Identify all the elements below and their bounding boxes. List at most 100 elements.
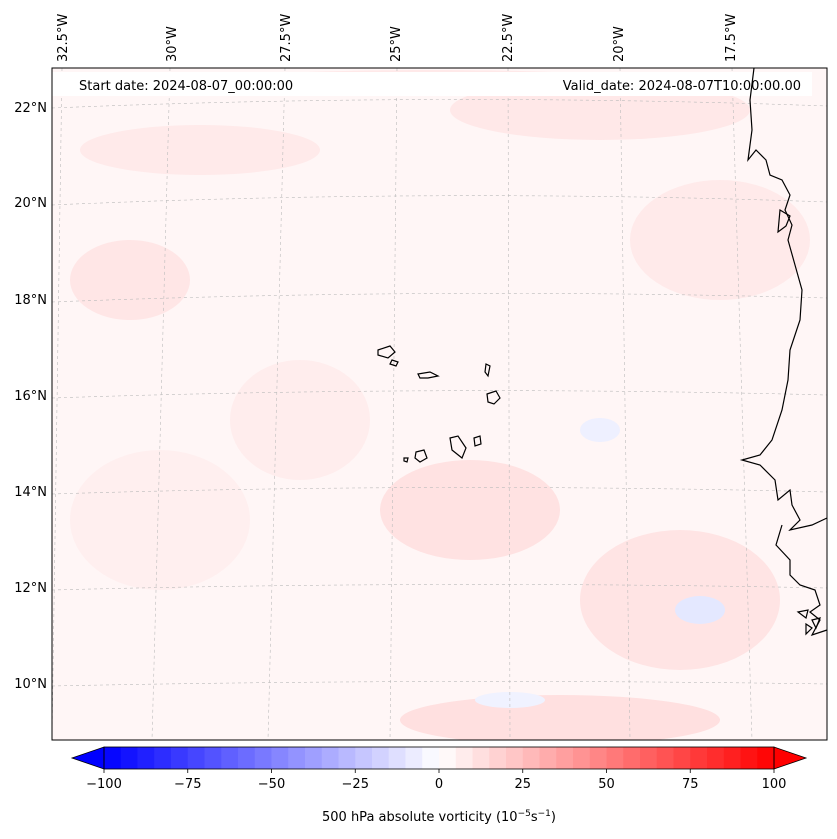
colorbar-tick-label: −75 <box>174 777 201 792</box>
colorbar-cell <box>506 747 524 769</box>
colorbar-title-end: ) <box>551 810 556 825</box>
colorbar-title-main: 500 hPa absolute vorticity (10 <box>322 810 518 825</box>
colorbar-cell <box>422 747 440 769</box>
island-santiago <box>449 435 467 459</box>
colorbar-tick-label: 0 <box>435 777 443 792</box>
colorbar-cell <box>355 747 373 769</box>
colorbar-cell <box>757 747 775 769</box>
lat-label: 18°N <box>14 293 47 308</box>
lon-label: 25°W <box>389 26 404 62</box>
colorbar-cell <box>439 747 457 769</box>
colorbar-cell <box>740 747 758 769</box>
vorticity-patch <box>400 695 720 740</box>
lon-label: 20°W <box>612 26 627 62</box>
colorbar-cell <box>556 747 574 769</box>
colorbar-cell <box>455 747 473 769</box>
vorticity-patch <box>630 180 810 300</box>
island-santo-antao <box>377 345 396 359</box>
graticule <box>52 68 827 740</box>
colorbar-cell <box>338 747 356 769</box>
colorbar-cell <box>238 747 256 769</box>
colorbar-tick-label: 75 <box>682 777 699 792</box>
colorbar-cell <box>171 747 189 769</box>
lon-label: 32.5°W <box>56 14 71 62</box>
lat-label: 10°N <box>14 677 47 692</box>
island-brava <box>403 457 409 463</box>
island-fogo <box>414 449 428 463</box>
lat-label: 12°N <box>14 581 47 596</box>
colorbar-title-exp1: −5 <box>518 809 531 819</box>
coastline <box>739 67 828 637</box>
colorbar-cell <box>221 747 239 769</box>
lon-label: 30°W <box>165 26 180 62</box>
vorticity-patch <box>675 596 725 624</box>
vorticity-patch <box>70 240 190 320</box>
map-frame <box>51 67 828 741</box>
colorbar-cell <box>640 747 658 769</box>
lat-label: 20°N <box>14 196 47 211</box>
colorbar-cell <box>104 747 122 769</box>
colorbar-title-mid: s <box>531 810 538 825</box>
colorbar-cell <box>489 747 507 769</box>
colorbar-high-extend <box>773 746 808 770</box>
colorbar-cell <box>606 747 624 769</box>
vorticity-patch <box>380 460 560 560</box>
colorbar-cell <box>707 747 725 769</box>
colorbar-tick-label: 50 <box>598 777 615 792</box>
colorbar-ticks: −100 −75 −50 −25 0 25 50 75 100 <box>86 769 786 792</box>
start-date: Start date: 2024-08-07_00:00:00 <box>79 79 293 94</box>
colorbar-cell <box>305 747 323 769</box>
colorbar-cell <box>656 747 674 769</box>
colorbar-cell <box>405 747 423 769</box>
island-boa-vista <box>486 390 501 405</box>
colorbar-tick-label: −25 <box>342 777 369 792</box>
lon-label: 17.5°W <box>724 14 739 62</box>
colorbar-cells <box>104 747 775 769</box>
lat-label: 22°N <box>14 101 47 116</box>
valid-date: Valid_date: 2024-08-07T10:00:00.00 <box>563 79 801 94</box>
colorbar-cell <box>472 747 490 769</box>
colorbar-cell <box>573 747 591 769</box>
colorbar-cell <box>539 747 557 769</box>
colorbar-cell <box>673 747 691 769</box>
island-sao-vicente <box>389 359 399 367</box>
colorbar-cell <box>690 747 708 769</box>
colorbar-tick-label: −100 <box>86 777 122 792</box>
vorticity-patch <box>70 450 250 590</box>
colorbar-cell <box>623 747 641 769</box>
colorbar-cell <box>154 747 172 769</box>
lat-label: 16°N <box>14 389 47 404</box>
colorbar-cell <box>271 747 289 769</box>
vorticity-patch <box>230 360 370 480</box>
lon-label: 22.5°W <box>501 14 516 62</box>
africa-coast <box>739 67 828 532</box>
island-sao-nicolau <box>417 371 440 379</box>
colorbar-cell <box>187 747 205 769</box>
island-maio <box>473 435 482 447</box>
colorbar-title-exp2: −1 <box>538 809 551 819</box>
colorbar: −100 −75 −50 −25 0 25 50 75 100 500 hPa absolute… <box>70 746 808 825</box>
cape-verde-islands <box>377 345 501 463</box>
colorbar-tick-label: 25 <box>514 777 531 792</box>
colorbar-low-extend <box>70 746 105 770</box>
island-sal <box>484 363 491 378</box>
colorbar-tick-label: 100 <box>762 777 787 792</box>
longitude-labels: 32.5°W 30°W 27.5°W 25°W 22.5°W 20°W 17.5… <box>56 14 739 62</box>
latitude-labels: 22°N 20°N 18°N 16°N 14°N 12°N 10°N <box>14 101 47 692</box>
colorbar-cell <box>204 747 222 769</box>
lon-label: 27.5°W <box>279 14 294 62</box>
colorbar-cell <box>372 747 390 769</box>
colorbar-cell <box>254 747 272 769</box>
colorbar-title: 500 hPa absolute vorticity (10−5s−1) <box>322 809 556 825</box>
bissagos-islands <box>796 609 821 636</box>
coast-inlet <box>777 208 791 234</box>
header-band <box>52 72 812 96</box>
colorbar-cell <box>288 747 306 769</box>
colorbar-cell <box>388 747 406 769</box>
colorbar-cell <box>723 747 741 769</box>
colorbar-tick-label: −50 <box>258 777 285 792</box>
colorbar-cell <box>522 747 540 769</box>
colorbar-cell <box>120 747 138 769</box>
colorbar-cell <box>321 747 339 769</box>
